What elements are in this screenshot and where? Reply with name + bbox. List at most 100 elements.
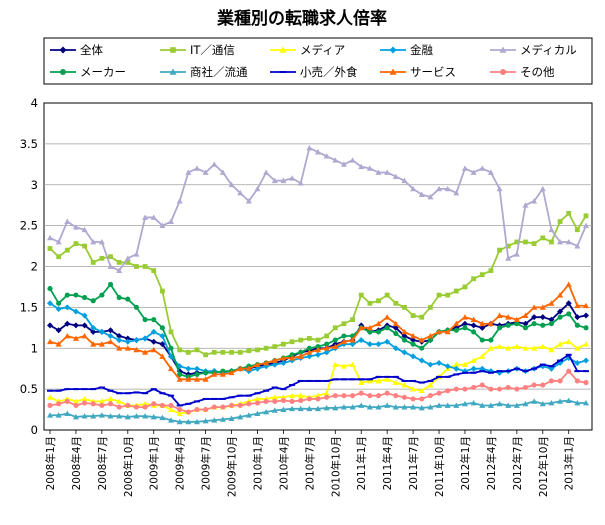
data-point (82, 295, 88, 301)
data-point (263, 359, 270, 366)
data-point (193, 376, 200, 382)
data-point (531, 321, 537, 327)
data-point (168, 345, 174, 351)
data-point (203, 352, 209, 358)
x-tick-label: 2009年10月 (226, 436, 239, 497)
data-point (513, 367, 520, 370)
data-point (99, 292, 105, 298)
data-point (427, 194, 434, 200)
data-point (358, 337, 365, 344)
data-point (185, 376, 192, 382)
data-point (410, 341, 416, 347)
data-point (306, 144, 313, 151)
data-point (159, 414, 166, 421)
data-point (410, 386, 417, 392)
data-point (565, 300, 572, 307)
data-point (203, 370, 209, 376)
data-point (315, 405, 321, 412)
data-point (332, 325, 338, 331)
data-point (142, 404, 148, 410)
data-point (436, 328, 443, 335)
data-point (367, 300, 373, 306)
data-point (340, 404, 347, 410)
data-point (116, 413, 123, 419)
data-point (565, 338, 572, 345)
data-point (574, 400, 581, 406)
data-point (366, 378, 373, 381)
data-point (392, 379, 399, 385)
data-point (133, 404, 140, 410)
data-point (367, 393, 373, 399)
data-point (324, 394, 330, 400)
data-point (358, 324, 365, 331)
legend-box (43, 37, 593, 85)
data-point (470, 400, 477, 406)
data-point (392, 320, 399, 327)
data-point (72, 398, 79, 404)
data-point (81, 413, 88, 419)
data-point (444, 375, 451, 378)
data-point (522, 325, 529, 331)
data-point (254, 410, 261, 417)
data-point (384, 376, 391, 382)
data-point (280, 359, 287, 366)
data-point (47, 389, 53, 392)
data-point (185, 409, 191, 415)
data-point (107, 395, 114, 402)
data-point (522, 400, 529, 407)
data-point (583, 325, 589, 331)
data-point (427, 393, 433, 399)
y-tick-label: 0.5 (20, 382, 38, 396)
data-point (306, 345, 312, 351)
data-point (350, 393, 356, 399)
data-point (133, 391, 140, 394)
data-point (263, 345, 269, 351)
data-point (47, 246, 53, 251)
data-point (98, 386, 105, 389)
data-point (237, 349, 243, 355)
data-point (315, 344, 321, 350)
data-point (513, 343, 520, 350)
data-point (254, 400, 261, 406)
data-point (401, 404, 408, 410)
data-point (384, 402, 391, 408)
data-point (557, 359, 564, 362)
data-point (168, 218, 175, 224)
data-point (90, 328, 97, 335)
data-point (487, 402, 494, 408)
data-point (55, 238, 62, 245)
data-point (47, 322, 53, 329)
data-point (583, 341, 589, 347)
data-point (402, 304, 407, 310)
data-point (133, 346, 140, 353)
data-point (116, 260, 122, 265)
data-point (401, 328, 408, 335)
data-point (574, 302, 581, 309)
data-point (340, 161, 347, 167)
legend-label: メーカー (80, 65, 126, 79)
data-point (150, 388, 157, 391)
y-tick-label: 1 (31, 341, 38, 355)
data-point (134, 264, 139, 269)
data-point (340, 378, 347, 381)
legend-marker (389, 68, 397, 75)
legend-marker (59, 46, 67, 54)
data-point (297, 392, 304, 399)
data-point (461, 371, 468, 374)
data-point (116, 345, 123, 351)
data-point (124, 255, 131, 261)
data-point (133, 304, 140, 310)
data-point (72, 308, 79, 315)
data-point (271, 386, 278, 389)
series-7 (47, 353, 589, 407)
legend-marker (499, 46, 507, 53)
data-point (142, 392, 149, 395)
data-point (531, 314, 538, 321)
data-point (349, 157, 356, 163)
data-point (497, 247, 502, 253)
data-point (99, 255, 105, 261)
data-point (332, 404, 339, 411)
data-point (90, 324, 97, 331)
x-tick-label: 2008年10月 (122, 436, 135, 497)
data-point (159, 341, 166, 348)
